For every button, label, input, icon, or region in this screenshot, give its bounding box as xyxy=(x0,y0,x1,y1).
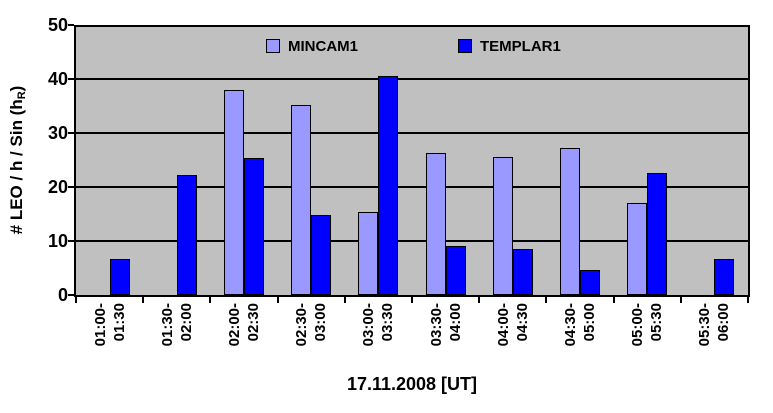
gridline-40 xyxy=(76,78,748,80)
x-tick-label-line1: 05:00- xyxy=(629,303,646,347)
x-tick-1 xyxy=(142,297,144,303)
bar-mincam1 xyxy=(560,148,580,295)
x-tick-2 xyxy=(209,297,211,303)
x-tick-label-0: 01:00- 01:30 xyxy=(91,303,129,373)
x-tick-label-6: 04:00- 04:30 xyxy=(494,303,532,373)
bar-mincam1 xyxy=(493,157,513,295)
bar-mincam1 xyxy=(426,153,446,295)
bar-templar1 xyxy=(311,215,331,295)
y-axis-title-suffix: ) xyxy=(7,85,26,92)
plot-right-border xyxy=(748,25,750,297)
bar-mincam1 xyxy=(627,203,647,295)
bar-templar1 xyxy=(177,175,197,295)
bar-templar1 xyxy=(714,259,734,295)
bar-templar1 xyxy=(110,259,130,295)
y-tick-30 xyxy=(68,132,74,134)
y-tick-label-0: 0 xyxy=(57,285,68,305)
bar-templar1 xyxy=(244,158,264,295)
x-axis-title: 17.11.2008 [UT] xyxy=(346,374,478,394)
x-tick-label-2: 02:00- 02:30 xyxy=(225,303,263,373)
y-tick-label-30: 30 xyxy=(47,123,68,143)
x-tick-label-4: 03:00- 03:30 xyxy=(359,303,397,373)
x-tick-4 xyxy=(344,297,346,303)
x-tick-label-line2: 03:30 xyxy=(379,303,396,342)
bar-templar1 xyxy=(647,173,667,295)
bar-templar1 xyxy=(378,76,398,295)
x-tick-label-line1: 04:30- xyxy=(562,303,579,347)
legend-entry-mincam1: MINCAM1 xyxy=(266,37,358,55)
bar-templar1 xyxy=(513,249,533,295)
x-tick-label-line2: 02:00 xyxy=(178,303,195,342)
x-tick-label-8: 05:00- 05:30 xyxy=(628,303,666,373)
x-tick-label-line1: 05:30- xyxy=(696,303,713,347)
legend-swatch-mincam1 xyxy=(266,39,280,53)
x-tick-label-line1: 04:00- xyxy=(495,303,512,347)
bar-mincam1 xyxy=(358,212,378,295)
x-tick-label-line1: 03:00- xyxy=(360,303,377,347)
bar-templar1 xyxy=(580,270,600,295)
bar-templar1 xyxy=(446,246,466,295)
y-tick-label-20: 20 xyxy=(47,177,68,197)
x-tick-label-line2: 05:30 xyxy=(648,303,665,342)
legend-swatch-templar1 xyxy=(458,39,472,53)
x-tick-label-line2: 03:00 xyxy=(312,303,329,342)
gridline-20 xyxy=(76,186,748,188)
x-tick-label-line2: 04:00 xyxy=(447,303,464,342)
gridline-10 xyxy=(76,240,748,242)
gridline-30 xyxy=(76,132,748,134)
plot-top-border xyxy=(76,25,748,27)
x-tick-label-9: 05:30- 06:00 xyxy=(695,303,733,373)
x-tick-3 xyxy=(277,297,279,303)
x-tick-5 xyxy=(411,297,413,303)
x-tick-8 xyxy=(613,297,615,303)
x-axis-line xyxy=(74,295,750,297)
bar-mincam1 xyxy=(224,90,244,295)
x-tick-0 xyxy=(75,297,77,303)
y-tick-10 xyxy=(68,240,74,242)
y-tick-40 xyxy=(68,78,74,80)
x-tick-label-line1: 02:00- xyxy=(226,303,243,347)
y-tick-label-10: 10 xyxy=(47,231,68,251)
x-tick-label-1: 01:30- 02:00 xyxy=(158,303,196,373)
x-tick-label-line1: 03:30- xyxy=(428,303,445,347)
x-tick-label-line2: 04:30 xyxy=(514,303,531,342)
plot-area xyxy=(76,25,748,295)
y-tick-0 xyxy=(68,294,74,296)
legend-entry-templar1: TEMPLAR1 xyxy=(458,37,561,55)
y-axis-title-text: # LEO / h / Sin (h xyxy=(7,99,26,235)
x-tick-label-line1: 02:30- xyxy=(293,303,310,347)
x-tick-6 xyxy=(478,297,480,303)
x-tick-label-5: 03:30- 04:00 xyxy=(427,303,465,373)
legend-label-templar1: TEMPLAR1 xyxy=(480,37,561,55)
y-axis-line xyxy=(74,25,76,297)
x-tick-10 xyxy=(747,297,749,303)
x-tick-7 xyxy=(545,297,547,303)
x-tick-label-line2: 02:30 xyxy=(245,303,262,342)
x-tick-label-3: 02:30- 03:00 xyxy=(292,303,330,373)
y-tick-50 xyxy=(68,24,74,26)
y-tick-20 xyxy=(68,186,74,188)
x-tick-9 xyxy=(680,297,682,303)
y-axis-title: # LEO / h / Sin (hR) xyxy=(7,50,29,270)
y-tick-label-40: 40 xyxy=(47,69,68,89)
x-tick-label-7: 04:30- 05:00 xyxy=(561,303,599,373)
y-axis-title-subscript: R xyxy=(16,91,28,100)
x-tick-label-line2: 01:30 xyxy=(111,303,128,342)
legend-label-mincam1: MINCAM1 xyxy=(288,37,358,55)
bar-mincam1 xyxy=(291,105,311,295)
x-tick-label-line1: 01:00- xyxy=(92,303,109,347)
x-tick-label-line2: 05:00 xyxy=(581,303,598,342)
x-tick-label-line1: 01:30- xyxy=(159,303,176,347)
y-tick-label-50: 50 xyxy=(47,15,68,35)
x-tick-label-line2: 06:00 xyxy=(715,303,732,342)
